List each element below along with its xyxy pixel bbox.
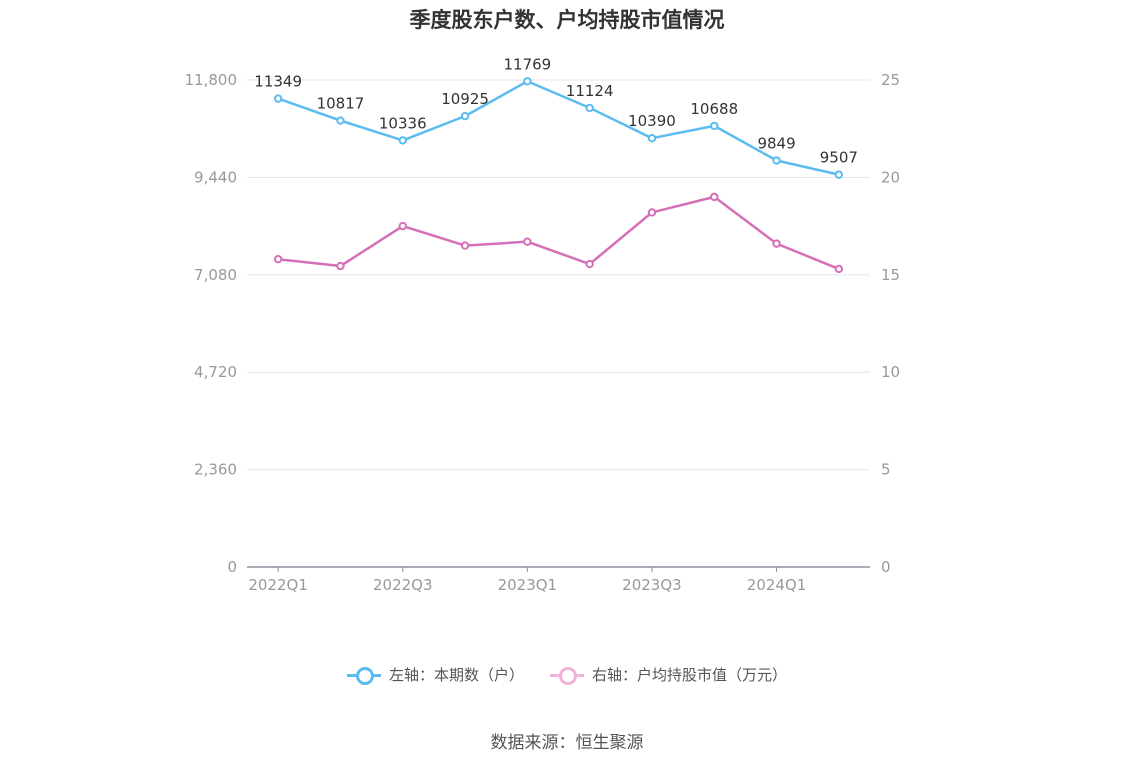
legend-label-avg-value: 右轴：户均持股市值（万元）: [592, 666, 788, 684]
data-point: [398, 221, 407, 231]
data-point: [336, 261, 345, 271]
data-point: [834, 170, 844, 179]
legend-line-circle-icon: [550, 665, 584, 685]
data-point: [460, 111, 470, 121]
chart-title: 季度股东户数、户均持股市值情况: [409, 8, 725, 32]
legend-item-households[interactable]: 左轴：本期数（户）: [346, 664, 524, 685]
series-line-1: [278, 195, 840, 271]
right-axis-tick-label: 10: [881, 363, 900, 381]
series-line-0: [277, 80, 840, 176]
x-axis-tick-label: 2024Q1: [747, 576, 807, 594]
data-point: [460, 241, 470, 250]
left-axis-tick-label: 7,080: [194, 266, 237, 284]
right-axis-tick-label: 20: [881, 168, 900, 186]
data-point: [273, 94, 283, 103]
data-point: [398, 136, 407, 145]
data-label: 10390: [628, 112, 676, 130]
data-point: [710, 192, 719, 202]
legend-line-circle-icon: [346, 665, 381, 685]
line-chart: 0 0 2,360 5 4,720 10 7,080 15 9,440 20 11,800 25 202…: [185, 55, 901, 594]
legend-item-avg-value[interactable]: 右轴：户均持股市值（万元）: [550, 664, 787, 685]
data-point: [585, 103, 594, 113]
data-label: 10925: [441, 90, 489, 108]
data-point: [585, 259, 594, 269]
right-axis-tick-label: 0: [881, 558, 891, 576]
data-label: 9507: [820, 149, 858, 167]
data-label: 9849: [757, 135, 795, 153]
data-label: 10336: [379, 114, 427, 132]
data-label: 10817: [317, 95, 365, 113]
data-point: [834, 264, 844, 274]
data-point: [772, 239, 781, 248]
legend-label-households: 左轴：本期数（户）: [388, 666, 524, 684]
x-axis-tick-label: 2023Q1: [498, 576, 558, 594]
data-point: [647, 133, 657, 143]
left-axis-tick-label: 9,440: [194, 168, 237, 186]
data-point: [273, 255, 283, 264]
legend: 左轴：本期数（户） 右轴：户均持股市值（万元）: [0, 664, 1134, 685]
left-axis-tick-label: 2,360: [194, 461, 237, 479]
x-axis-tick-label: 2022Q1: [248, 576, 308, 594]
data-point: [523, 237, 532, 246]
left-axis-tick-label: 4,720: [194, 363, 237, 381]
data-point: [647, 208, 657, 217]
left-axis-tick-label: 11,800: [185, 71, 238, 89]
data-source: 数据来源：恒生聚源: [490, 733, 644, 753]
data-label: 11124: [566, 82, 614, 100]
data-label: 11349: [254, 73, 302, 91]
x-axis-tick-label: 2022Q3: [373, 576, 433, 594]
data-label: 11769: [503, 55, 551, 73]
right-axis-tick-label: 5: [881, 461, 891, 479]
data-point: [336, 116, 345, 125]
right-axis-tick-label: 25: [881, 71, 900, 89]
x-axis-tick-label: 2023Q3: [622, 576, 682, 594]
data-label: 10688: [690, 100, 738, 118]
data-point: [523, 77, 532, 86]
right-axis-tick-label: 15: [881, 266, 900, 284]
data-point: [710, 121, 719, 131]
data-point: [772, 156, 781, 165]
left-axis-tick-label: 0: [227, 558, 237, 576]
